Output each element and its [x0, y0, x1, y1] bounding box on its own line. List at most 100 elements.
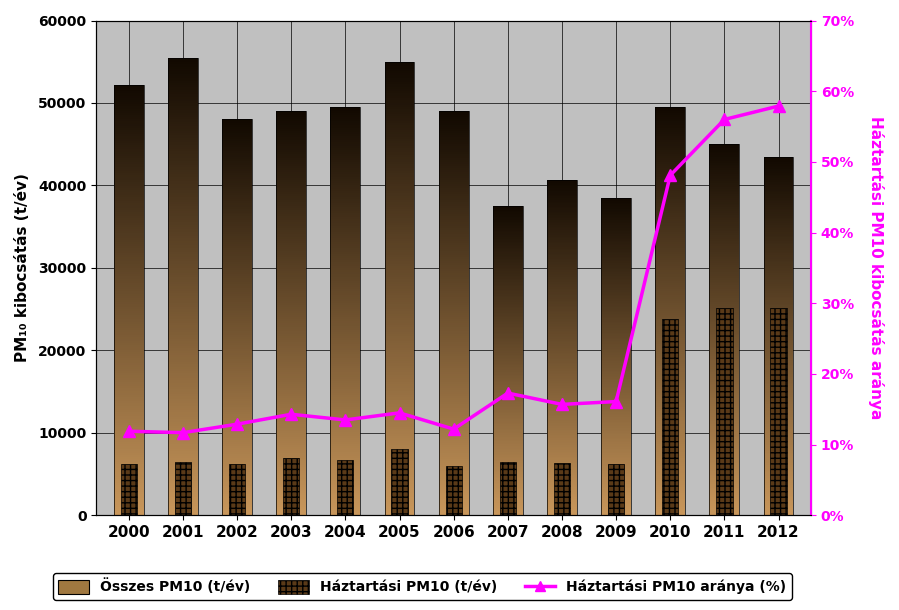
Bar [547, 435, 577, 437]
Bar [385, 411, 414, 414]
Bar [114, 438, 144, 440]
Bar [601, 341, 631, 342]
Bar [276, 370, 307, 372]
Bar [114, 87, 144, 89]
Bar [709, 154, 739, 156]
Bar [655, 315, 685, 317]
Bar [114, 354, 144, 356]
Bar [331, 164, 360, 167]
Bar [168, 367, 198, 369]
Bar [547, 442, 577, 443]
Bar [385, 359, 414, 361]
Bar [385, 62, 414, 515]
Bar [222, 426, 252, 428]
Bar [493, 364, 522, 365]
Bar [655, 440, 685, 442]
Bar [385, 343, 414, 345]
Bar [168, 483, 198, 486]
Bar [655, 207, 685, 209]
Bar [655, 395, 685, 397]
Bar [547, 418, 577, 420]
Bar [601, 258, 631, 260]
Bar [114, 330, 144, 332]
Bar [114, 300, 144, 303]
Bar [493, 251, 522, 253]
Bar [331, 244, 360, 246]
Bar [601, 306, 631, 307]
Bar [222, 266, 252, 268]
Bar [493, 265, 522, 267]
Bar [222, 432, 252, 434]
Bar [547, 344, 577, 346]
Bar [168, 408, 198, 410]
Bar [276, 432, 307, 434]
Bar [439, 210, 468, 212]
Bar [439, 412, 468, 414]
Bar [168, 415, 198, 417]
Bar [655, 454, 685, 456]
Bar [655, 487, 685, 489]
Bar [763, 187, 794, 189]
Bar [385, 332, 414, 334]
Bar [331, 248, 360, 250]
Bar [655, 273, 685, 274]
Bar [655, 387, 685, 389]
Bar [547, 337, 577, 339]
Bar [385, 500, 414, 502]
Bar [222, 278, 252, 280]
Bar [168, 282, 198, 284]
Bar [493, 412, 522, 414]
Bar [655, 226, 685, 228]
Bar [222, 509, 252, 511]
Bar [168, 140, 198, 142]
Bar [493, 350, 522, 351]
Bar [222, 143, 252, 145]
Bar [385, 162, 414, 164]
Bar [222, 412, 252, 414]
Bar [276, 208, 307, 210]
Bar [168, 337, 198, 339]
Bar [601, 366, 631, 368]
Bar [168, 181, 198, 184]
Bar [439, 475, 468, 477]
Bar [763, 306, 794, 307]
Bar [493, 487, 522, 489]
Bar [114, 455, 144, 458]
Bar [276, 123, 307, 126]
Bar [439, 263, 468, 265]
Bar [114, 434, 144, 436]
Bar [709, 195, 739, 196]
Bar [547, 317, 577, 319]
Bar [222, 223, 252, 224]
Bar [655, 246, 685, 248]
Bar [222, 325, 252, 328]
Bar [763, 224, 794, 226]
Bar [385, 228, 414, 229]
Bar [222, 493, 252, 495]
Bar [439, 253, 468, 255]
Bar [493, 423, 522, 424]
Bar [547, 183, 577, 185]
Bar [168, 126, 198, 129]
Bar [763, 214, 794, 216]
Bar [601, 396, 631, 398]
Bar [331, 501, 360, 503]
Bar [439, 491, 468, 493]
Bar [547, 445, 577, 447]
Bar [385, 304, 414, 307]
Bar [601, 253, 631, 255]
Bar [168, 382, 198, 385]
Bar [222, 224, 252, 226]
Bar [114, 246, 144, 248]
Bar [655, 309, 685, 311]
Bar [168, 78, 198, 81]
Bar [385, 486, 414, 488]
Bar [709, 295, 739, 296]
Bar [439, 188, 468, 190]
Bar [168, 275, 198, 278]
Bar [655, 444, 685, 446]
Bar [763, 228, 794, 230]
Bar [385, 123, 414, 125]
Bar [385, 429, 414, 431]
Bar [493, 267, 522, 268]
